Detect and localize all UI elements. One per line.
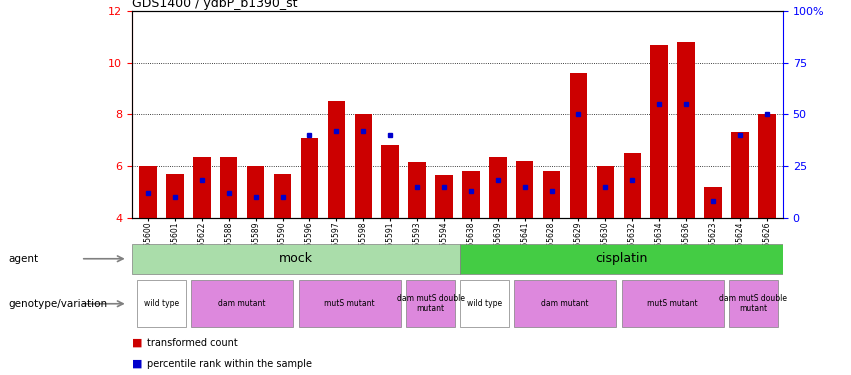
Bar	[516, 161, 534, 218]
Text: mock: mock	[279, 252, 313, 265]
Bar	[621, 280, 723, 327]
Bar	[220, 157, 237, 218]
Text: percentile rank within the sample: percentile rank within the sample	[147, 359, 312, 369]
Text: cisplatin: cisplatin	[596, 252, 648, 265]
Bar	[758, 114, 775, 218]
Text: ■: ■	[132, 338, 142, 348]
Bar	[677, 42, 694, 218]
Bar	[705, 187, 722, 218]
Bar	[731, 132, 749, 218]
Text: wild type: wild type	[466, 299, 502, 308]
Bar	[247, 166, 265, 218]
Bar	[543, 171, 560, 217]
Bar	[624, 153, 641, 218]
Bar	[460, 244, 783, 274]
Bar	[569, 73, 587, 217]
Bar	[381, 146, 399, 218]
Bar	[650, 45, 668, 218]
Text: mutS mutant: mutS mutant	[324, 299, 375, 308]
Bar	[514, 280, 616, 327]
Text: agent: agent	[9, 254, 38, 264]
Bar	[300, 138, 318, 218]
Bar	[406, 280, 454, 327]
Bar	[435, 175, 453, 217]
Bar	[140, 166, 157, 218]
Text: transformed count: transformed count	[147, 338, 238, 348]
Bar	[193, 157, 210, 218]
Bar	[462, 171, 480, 217]
Bar	[299, 280, 401, 327]
Text: genotype/variation: genotype/variation	[9, 299, 107, 309]
Bar	[489, 157, 506, 218]
Text: dam mutant: dam mutant	[219, 299, 266, 308]
Text: dam mutS double
mutant: dam mutS double mutant	[397, 294, 465, 314]
Bar	[597, 166, 614, 218]
Text: dam mutant: dam mutant	[541, 299, 589, 308]
Bar	[137, 280, 186, 327]
Text: ■: ■	[132, 359, 142, 369]
Bar	[408, 162, 426, 218]
Bar	[191, 280, 294, 327]
Bar	[328, 102, 346, 217]
Bar	[729, 280, 778, 327]
Bar	[355, 114, 372, 218]
Bar	[460, 280, 509, 327]
Text: GDS1400 / ydbP_b1390_st: GDS1400 / ydbP_b1390_st	[132, 0, 297, 10]
Text: wild type: wild type	[144, 299, 179, 308]
Bar	[132, 244, 460, 274]
Text: dam mutS double
mutant: dam mutS double mutant	[719, 294, 787, 314]
Text: mutS mutant: mutS mutant	[648, 299, 698, 308]
Bar	[274, 174, 291, 217]
Bar	[166, 174, 184, 217]
